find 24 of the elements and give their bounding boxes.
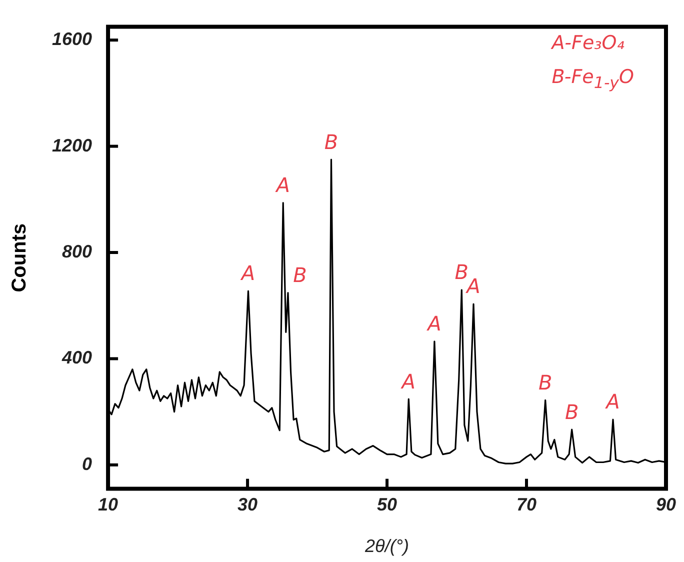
annotation: B [538, 370, 552, 394]
x-tick-label: 10 [98, 494, 118, 515]
y-tick-label: 800 [62, 241, 92, 262]
x-tick-label: 50 [377, 494, 398, 515]
annotation: A [239, 261, 256, 286]
annotation: A [274, 173, 290, 198]
annotation: B [324, 130, 338, 154]
y-tick-label: 1200 [52, 135, 92, 156]
annotation: A-Fe₃O₄ [552, 31, 626, 56]
y-tick-label: 400 [60, 348, 92, 368]
annotation: A [426, 312, 442, 336]
annotation: A [604, 390, 620, 414]
y-tick-label: 0 [82, 454, 92, 474]
annotation: B [454, 260, 469, 284]
annotation: A [400, 369, 416, 394]
annotation: B [564, 400, 579, 424]
y-axis-title: Counts [8, 223, 31, 292]
annotation: B-Fe$_{1-y}$O [552, 65, 634, 94]
x-tick-label: 70 [516, 494, 537, 515]
annotation: B [293, 263, 307, 288]
x-axis-title: 2θ/(°) [364, 536, 410, 556]
x-tick-label: 90 [656, 494, 676, 515]
y-tick-label: 1600 [52, 29, 92, 50]
x-tick-label: 30 [238, 494, 258, 515]
